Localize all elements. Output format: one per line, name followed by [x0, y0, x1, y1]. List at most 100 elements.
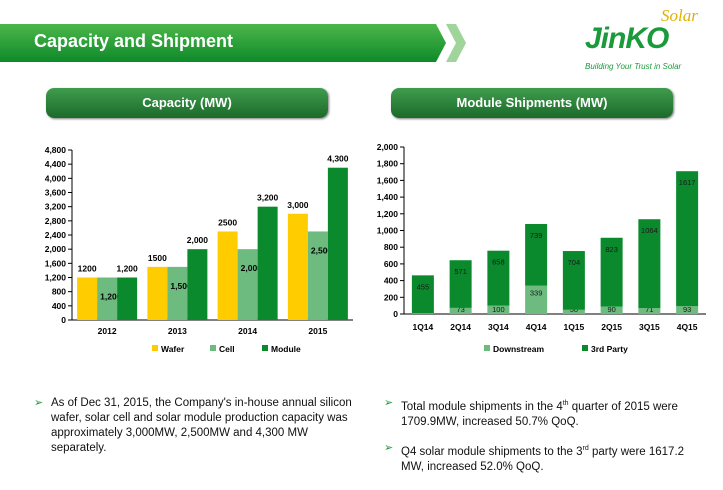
x-tick-label: 2015: [308, 326, 327, 336]
data-label: 1617: [679, 178, 696, 187]
bar-wafer-2014: [217, 231, 238, 320]
legend-label-module: Module: [271, 344, 301, 354]
bar-module-2015: [327, 167, 348, 320]
logo-tagline: Building Your Trust in Solar: [585, 62, 682, 71]
legend-label-cell: Cell: [219, 344, 235, 354]
data-label: 1,500: [170, 281, 192, 291]
data-label: 2,000: [241, 263, 263, 273]
y-tick-label: 2,000: [377, 142, 399, 152]
bar-3rd-party-3Q14: [487, 250, 510, 306]
x-tick-label: 4Q15: [677, 322, 698, 332]
legend-swatch-module: [262, 345, 268, 351]
jinko-logo: Solar JinKO Building Your Trust in Solar: [585, 2, 715, 72]
data-label: 2,000: [187, 235, 209, 245]
bar-3rd-party-4Q15: [676, 171, 699, 307]
x-tick-label: 1Q15: [563, 322, 584, 332]
bar-cell-2015: [307, 231, 328, 320]
y-tick-label: 400: [52, 301, 66, 311]
y-tick-label: 3,200: [45, 202, 67, 212]
data-label: 73: [456, 305, 464, 314]
data-label: 71: [645, 305, 653, 314]
y-tick-label: 4,000: [45, 173, 67, 183]
legend-swatch-3rd-party: [582, 345, 588, 351]
data-label: 1,200: [100, 292, 122, 302]
legend-label-downstream: Downstream: [493, 344, 544, 354]
y-tick-label: 3,600: [45, 188, 67, 198]
note-text: Total module shipments in the 4: [401, 400, 563, 413]
logo-wordmark: JinKO: [585, 22, 669, 55]
note-text: party were 1617.2 MW, increased 52.0% Qo…: [401, 445, 685, 473]
bar-downstream-1Q14: [411, 313, 434, 314]
bullet-arrow-icon: ➢: [384, 397, 394, 409]
note-item: ➢ As of Dec 31, 2015, the Company's in-ho…: [34, 396, 354, 456]
bar-module-2012: [117, 277, 138, 320]
title-banner: [0, 24, 466, 62]
bar-wafer-2013: [147, 266, 168, 320]
data-label: 455: [417, 282, 430, 291]
y-tick-label: 4,800: [45, 145, 67, 155]
y-tick-label: 4,400: [45, 159, 67, 169]
x-tick-label: 2013: [168, 326, 187, 336]
data-label: 4,300: [327, 154, 349, 164]
bar-downstream-2Q15: [600, 306, 623, 314]
y-tick-label: 2,400: [45, 230, 67, 240]
capacity-chart: 0 400 800 1,200 1,600 2,000 2,400 2,800 3,200 3,6…: [30, 140, 360, 362]
page-title: Capacity and Shipment: [34, 31, 234, 51]
y-tick-label: 0: [61, 315, 66, 325]
x-tick-label: 3Q14: [488, 322, 509, 332]
data-label: 3,000: [287, 200, 309, 210]
bar-cell-2014: [237, 249, 258, 320]
x-tick-label: 2Q15: [601, 322, 622, 332]
note-text: quarter of 2015 were 1709.9MW, increased…: [401, 400, 678, 428]
y-tick-label: 0: [393, 309, 398, 319]
data-label: 90: [607, 305, 615, 314]
y-tick-label: 1,000: [377, 226, 399, 236]
bar-cell-2013: [167, 266, 188, 320]
note-item: ➢ Total module shipments in the 4th quart…: [384, 396, 694, 430]
data-label: 1,200: [116, 264, 138, 274]
data-label: 93: [683, 305, 691, 314]
data-label: 571: [454, 267, 467, 276]
y-tick-label: 1,600: [377, 175, 399, 185]
data-label: 823: [605, 245, 618, 254]
legend-swatch-wafer: [152, 345, 158, 351]
bar-cell-2012: [97, 277, 118, 320]
data-label: 739: [530, 231, 543, 240]
y-tick-label: 1,400: [377, 192, 399, 202]
shipments-panel-title: Module Shipments (MW): [391, 88, 673, 118]
bar-downstream-3Q15: [638, 308, 661, 314]
legend-label-3rd-party: 3rd Party: [591, 344, 628, 354]
bullet-arrow-icon: ➢: [384, 441, 394, 454]
data-label: 704: [568, 258, 581, 267]
data-label: 3,200: [257, 193, 279, 203]
note-text: Q4 solar module shipments to the 3: [401, 445, 583, 458]
bar-wafer-2012: [77, 277, 98, 320]
legend-swatch-cell: [210, 345, 216, 351]
bar-wafer-2015: [287, 213, 308, 320]
bar-downstream-3Q14: [487, 305, 510, 314]
x-tick-label: 3Q15: [639, 322, 660, 332]
y-tick-label: 1,200: [377, 209, 399, 219]
capacity-notes: ➢ As of Dec 31, 2015, the Company's in-ho…: [34, 396, 354, 467]
note-text: As of Dec 31, 2015, the Company's in-hou…: [51, 397, 352, 454]
y-tick-label: 1,800: [377, 159, 399, 169]
capacity-panel-title: Capacity (MW): [46, 88, 328, 118]
y-tick-label: 1,200: [45, 273, 67, 283]
y-tick-label: 1,600: [45, 258, 67, 268]
data-label: 100: [492, 305, 505, 314]
note-item: ➢ Q4 solar module shipments to the 3rd pa…: [384, 441, 694, 475]
x-tick-label: 2014: [238, 326, 257, 336]
data-label: 339: [530, 289, 543, 298]
y-tick-label: 800: [384, 242, 398, 252]
bar-downstream-1Q15: [562, 309, 585, 314]
data-label: 1064: [641, 226, 658, 235]
y-tick-label: 200: [384, 292, 398, 302]
bullet-arrow-icon: ➢: [34, 397, 44, 409]
shipment-notes: ➢ Total module shipments in the 4th quart…: [384, 396, 694, 486]
bar-3rd-party-1Q15: [562, 251, 585, 310]
bar-3rd-party-4Q14: [525, 223, 548, 286]
logo-solar-script: Solar: [661, 6, 698, 25]
data-label: 2500: [218, 217, 237, 227]
data-label: 2,500: [311, 245, 333, 255]
note-superscript: rd: [582, 444, 589, 452]
